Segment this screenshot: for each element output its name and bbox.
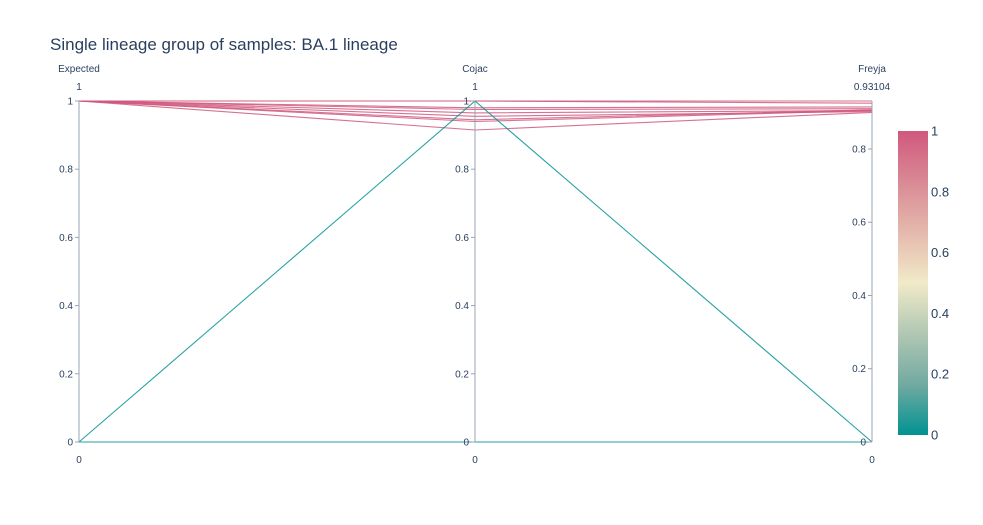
colorbar: 0 0.2 0.4 0.6 0.8 1 — [898, 124, 949, 443]
axis-range-max-1: 1 — [76, 82, 82, 93]
axis-range-max-2: 1 — [472, 82, 478, 93]
colorbar-tick-label: 1 — [931, 124, 938, 139]
colorbar-tick-label: 0.4 — [931, 306, 949, 321]
axis-tick-label: 0.4 — [455, 301, 469, 312]
axis-tick-label: 0.6 — [852, 218, 866, 229]
axis-tick-label: 0.2 — [455, 369, 469, 380]
axis-tick-label: 0.8 — [455, 165, 469, 176]
axis-title-3: Freyja — [858, 64, 886, 75]
axis-tick-label: 1 — [463, 97, 469, 108]
axis-range-min-1: 0 — [76, 455, 82, 466]
colorbar-tick-label: 0.2 — [931, 367, 949, 382]
axis-tick-label: 0 — [463, 438, 469, 449]
axis-tick-label: 0.2 — [59, 369, 73, 380]
colorbar-tick-label: 0.6 — [931, 245, 949, 260]
axes: Expected1000.20.40.60.81Cojac1000.20.40.… — [58, 64, 890, 466]
axis-title-2: Cojac — [462, 64, 488, 75]
axis-tick-label: 0.4 — [852, 291, 866, 302]
axis-tick-label: 0.8 — [59, 165, 73, 176]
axis-range-min-2: 0 — [472, 455, 478, 466]
axis-range-max-3: 0.93104 — [854, 82, 891, 93]
axis-tick-label: 0 — [67, 438, 73, 449]
axis-tick-label: 0 — [860, 438, 866, 449]
chart-title: Single lineage group of samples: BA.1 li… — [50, 35, 398, 54]
axis-tick-label: 0.6 — [59, 233, 73, 244]
colorbar-tick-label: 0 — [931, 428, 938, 443]
axis-tick-label: 1 — [67, 97, 73, 108]
colorbar-rect — [898, 131, 928, 435]
axis-title-1: Expected — [58, 64, 100, 75]
axis-tick-label: 0.8 — [852, 144, 866, 155]
colorbar-tick-label: 0.8 — [931, 184, 949, 199]
axis-tick-label: 0.4 — [59, 301, 73, 312]
axis-range-min-3: 0 — [869, 455, 875, 466]
axis-tick-label: 0.6 — [455, 233, 469, 244]
axis-tick-label: 0.2 — [852, 364, 866, 375]
